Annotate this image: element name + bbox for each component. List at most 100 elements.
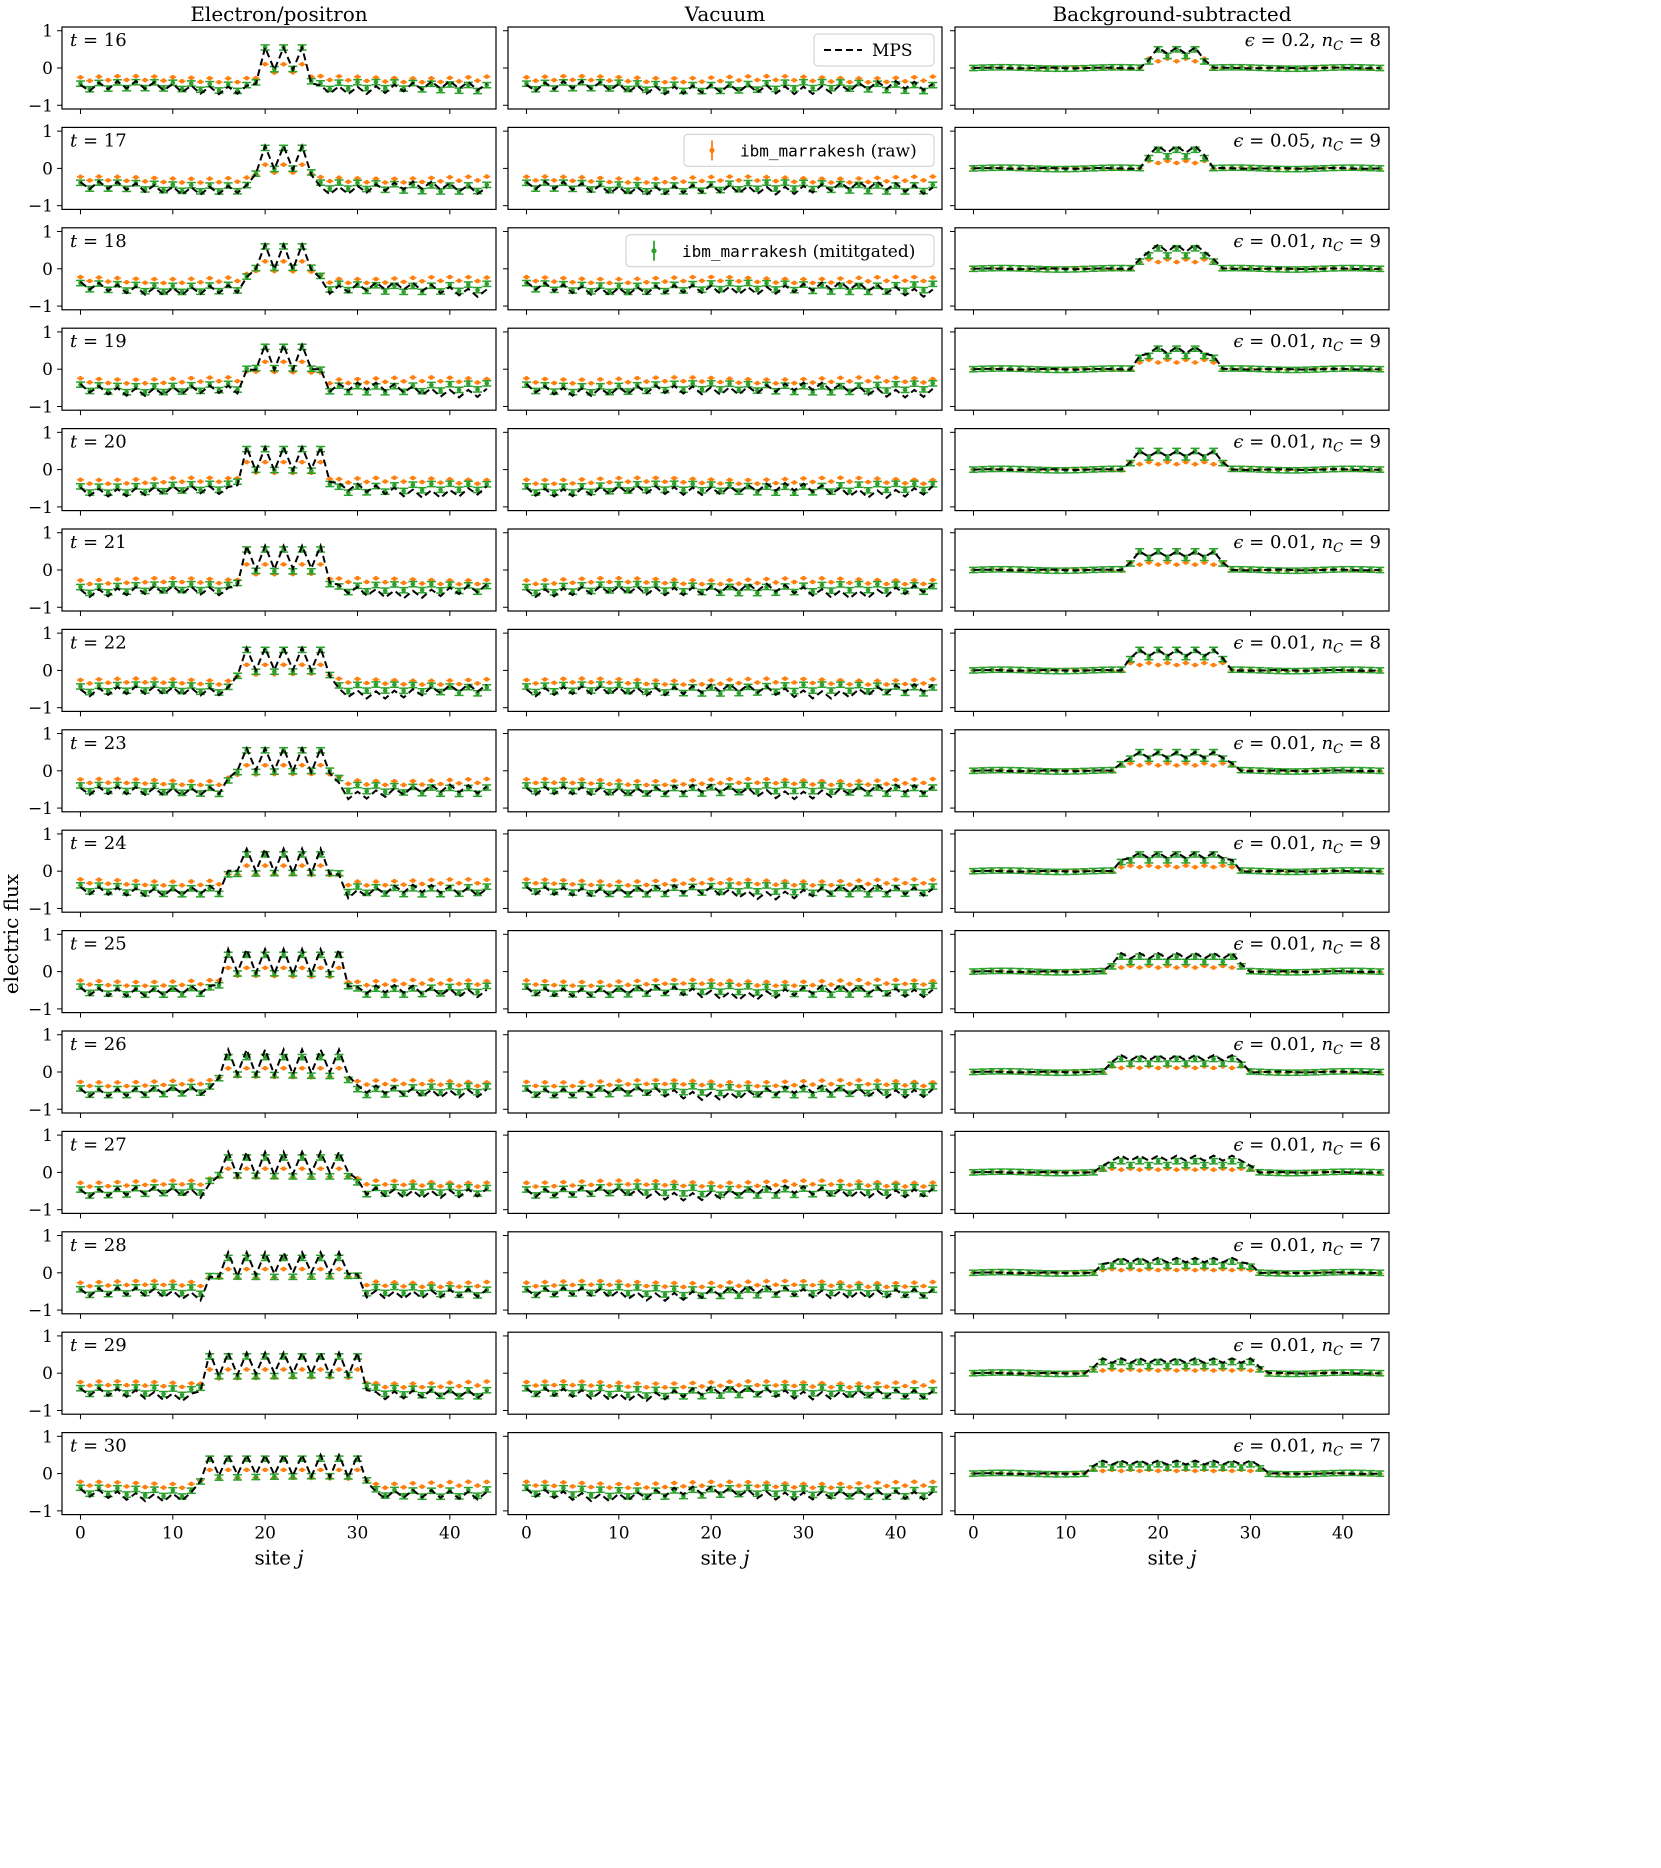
raw-point (392, 176, 397, 182)
raw-point (96, 74, 102, 79)
eps-symbol: ϵ (1233, 231, 1243, 252)
mitigated-point (681, 387, 686, 392)
raw-point (401, 479, 406, 484)
mitigated-point (736, 88, 742, 93)
raw-point (133, 477, 139, 482)
raw-point (152, 276, 157, 282)
nc-sub: C (1333, 340, 1343, 355)
raw-point (392, 475, 397, 481)
panel (503, 327, 943, 416)
mitigated-point (456, 487, 462, 493)
legend-label: ibm_marrakesh (mititgated) (682, 242, 915, 262)
mitigated-point (1155, 246, 1161, 251)
mitigated-point (616, 482, 622, 488)
raw-point (598, 377, 603, 382)
mps-line (525, 180, 934, 196)
raw-point (198, 479, 203, 484)
raw-point (262, 359, 268, 365)
raw-point (801, 74, 806, 80)
raw-point (124, 178, 129, 184)
raw-point (893, 274, 899, 280)
time-label: t = 17 (70, 130, 127, 151)
panel: 1 0 −1 t = 16 (28, 22, 497, 116)
raw-point (419, 179, 425, 185)
raw-point (810, 280, 816, 286)
raw-point (382, 180, 388, 185)
mitigated-point (1035, 65, 1041, 71)
mitigated-point (456, 88, 462, 94)
raw-point (856, 275, 862, 281)
mitigated-point (1137, 448, 1142, 454)
mitigated-point (1192, 346, 1198, 352)
mitigated-point (644, 487, 649, 493)
mitigated-point (355, 383, 360, 389)
raw-point (782, 74, 788, 79)
mitigated-point (561, 383, 566, 389)
raw-point (671, 76, 677, 81)
mitigated-point (727, 381, 732, 386)
raw-point (653, 475, 659, 481)
mitigated-point (773, 287, 779, 292)
mitigated-point (484, 381, 490, 386)
raw-point (755, 178, 760, 183)
raw-point (902, 79, 908, 84)
mitigated-point (1035, 266, 1041, 272)
nc-sub: C (1333, 240, 1343, 255)
raw-point (216, 479, 222, 485)
panel: ϵ = 0.01, nC = 9 (950, 227, 1390, 315)
raw-point (671, 475, 677, 481)
raw-point (475, 78, 480, 83)
mitigated-point (1155, 147, 1161, 153)
raw-point (447, 274, 453, 280)
raw-point (616, 176, 622, 181)
mitigated-point (105, 490, 111, 496)
mitigated-point (819, 384, 825, 389)
mitigated-point (893, 82, 899, 87)
time-value: = 20 (77, 432, 126, 453)
raw-point (764, 477, 769, 482)
raw-point (299, 459, 305, 465)
raw-point (1155, 360, 1161, 365)
raw-point (262, 259, 268, 264)
raw-point (607, 479, 612, 485)
raw-point (921, 178, 926, 183)
raw-point (773, 381, 779, 386)
raw-point (828, 79, 834, 84)
raw-point (87, 581, 93, 587)
raw-point (718, 481, 723, 486)
y-tick-label: 1 (42, 223, 53, 243)
raw-point (625, 280, 631, 286)
mitigated-point (392, 80, 397, 85)
eps-value: = 0.01, (1243, 231, 1321, 252)
y-tick-label: −1 (28, 197, 53, 217)
raw-point (401, 180, 406, 185)
raw-point (244, 175, 249, 180)
raw-point (318, 73, 323, 79)
raw-point (773, 178, 779, 184)
raw-point (819, 475, 825, 481)
raw-point (662, 179, 668, 185)
raw-point (96, 376, 102, 382)
raw-point (188, 475, 194, 481)
mitigated-point (902, 288, 908, 294)
mitigated-point (579, 384, 585, 389)
raw-point (708, 75, 714, 80)
raw-point (561, 275, 566, 281)
raw-point (456, 79, 462, 84)
raw-point (653, 75, 659, 81)
mps-line (79, 443, 488, 500)
raw-point (124, 481, 129, 486)
raw-point (875, 76, 880, 81)
raw-point (96, 477, 102, 483)
mitigated-point (336, 180, 342, 185)
time-value: = 19 (77, 331, 126, 352)
mitigated-point (225, 381, 231, 387)
y-tick-label: 1 (42, 323, 53, 343)
mitigated-point (1100, 65, 1106, 70)
raw-point (856, 375, 862, 380)
raw-point (671, 375, 677, 380)
raw-point (456, 379, 462, 385)
raw-point (533, 380, 539, 385)
raw-point (198, 79, 203, 85)
nc-value: = 9 (1343, 331, 1381, 352)
